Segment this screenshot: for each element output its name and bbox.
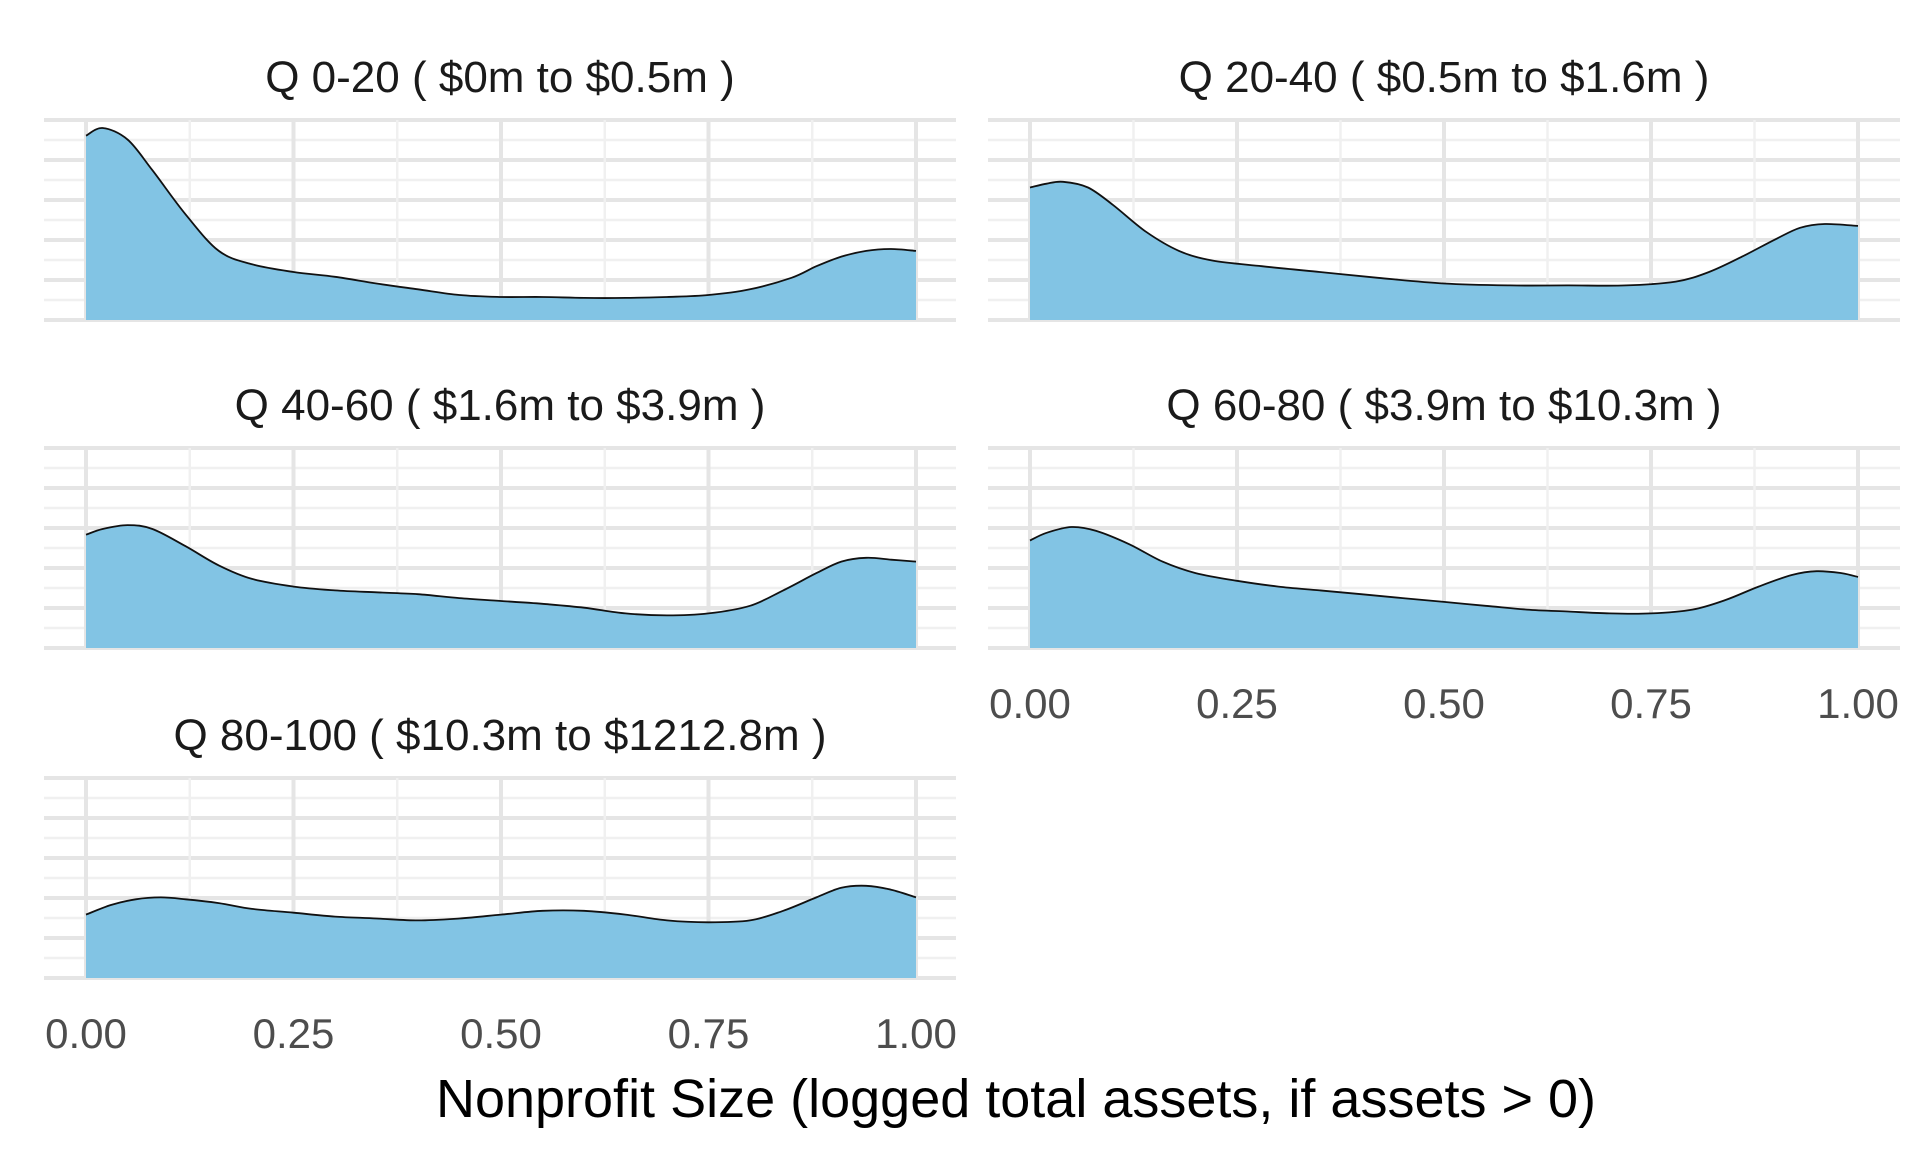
density-area (86, 885, 916, 978)
density-area (86, 525, 916, 648)
facet-panel-5: Q 80-100 ( $10.3m to $1212.8m ) 0.00 0.25 0… (44, 711, 957, 1057)
density-line (85, 524, 917, 617)
facet-panel-1: Q 0-20 ( $0m to $0.5m ) (44, 53, 956, 322)
x-tick-label: 0.50 (460, 1010, 542, 1057)
x-tick-label: 0.25 (1196, 680, 1278, 727)
facet-title: Q 40-60 ( $1.6m to $3.9m ) (235, 381, 766, 430)
facet-title: Q 20-40 ( $0.5m to $1.6m ) (1179, 53, 1710, 102)
x-tick-label: 0.75 (1610, 680, 1692, 727)
facet-title: Q 0-20 ( $0m to $0.5m ) (265, 53, 735, 102)
facet-title: Q 80-100 ( $10.3m to $1212.8m ) (173, 711, 826, 760)
x-tick-label: 0.75 (668, 1010, 750, 1057)
facet-panel-4: Q 60-80 ( $3.9m to $10.3m ) 0.00 0.25 0.50 0… (988, 381, 1900, 727)
facet-panel-3: Q 40-60 ( $1.6m to $3.9m ) (44, 381, 956, 650)
x-tick-label: 0.00 (45, 1010, 127, 1057)
facet-panel-2: Q 20-40 ( $0.5m to $1.6m ) (988, 53, 1900, 322)
x-tick-label: 0.50 (1403, 680, 1485, 727)
facets-layer: Q 0-20 ( $0m to $0.5m ) Q 20-40 ( $0.5m t… (44, 53, 1900, 1057)
density-line (85, 127, 917, 299)
x-tick-label: 1.00 (875, 1010, 957, 1057)
x-tick-label: 0.25 (253, 1010, 335, 1057)
density-area (1030, 181, 1858, 320)
density-line (1029, 526, 1859, 615)
x-tick-label: 1.00 (1817, 680, 1899, 727)
density-area (86, 127, 916, 320)
x-tick-label: 0.00 (989, 680, 1071, 727)
density-line (1029, 180, 1859, 287)
density-area (1030, 526, 1858, 648)
facet-title: Q 60-80 ( $3.9m to $10.3m ) (1166, 381, 1721, 430)
density-line (85, 884, 917, 924)
x-axis-title: Nonprofit Size (logged total assets, if … (436, 1069, 1596, 1129)
